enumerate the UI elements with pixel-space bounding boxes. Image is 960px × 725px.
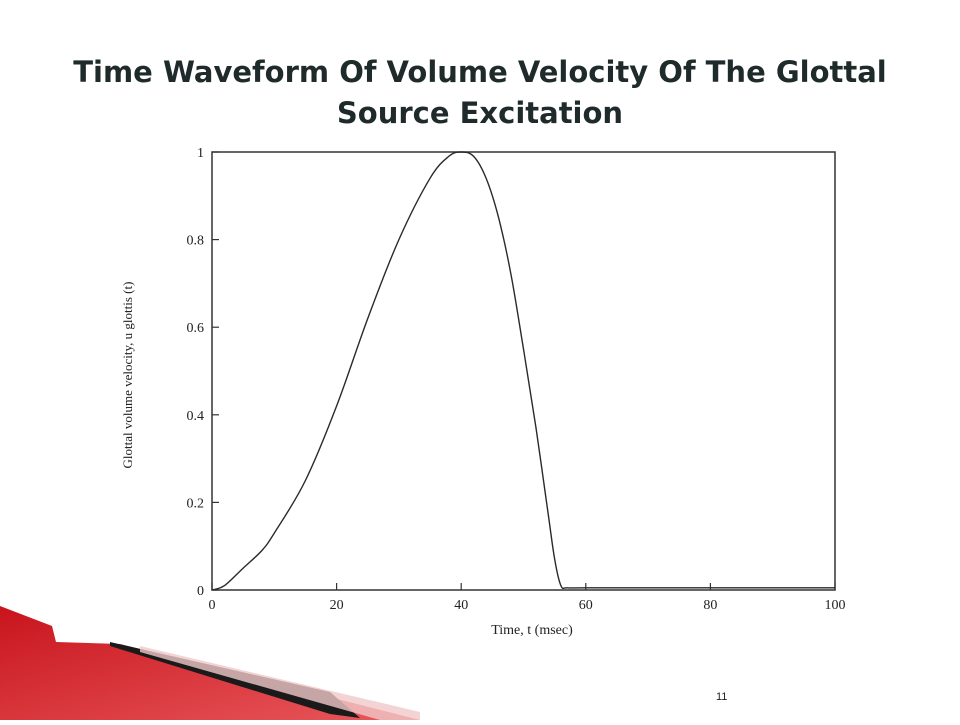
y-tick-label: 1 [197,146,204,161]
y-tick-label: 0.8 [187,234,205,249]
slide-title-line-2: Source Excitation [336,96,624,130]
x-tick-label: 40 [454,598,468,613]
y-axis-label: Glottal volume velocity, u glottis (t) [120,282,135,469]
x-tick-label: 80 [703,598,717,613]
slide-title-line-1: Time Waveform Of Volume Velocity Of The … [73,55,887,89]
x-tick-label: 100 [825,598,846,613]
plot-frame [211,151,836,591]
x-axis-label: Time, t (msec) [491,623,573,638]
y-tick-label: 0.2 [187,496,205,511]
page-number: 11 [716,691,728,703]
y-tick-label: 0.4 [187,409,205,424]
x-tick-label: 60 [579,598,593,613]
x-tick-label: 0 [209,598,216,613]
ribbon-light-stripe [140,646,420,720]
slide-title: Time Waveform Of Volume Velocity Of The … [0,52,960,134]
slide-corner-ribbon [0,606,420,720]
ribbon-red-shape [0,606,420,720]
y-tick-label: 0.6 [187,321,205,336]
y-tick-label: 0 [197,584,204,599]
glottal-waveform-line [211,151,835,591]
x-tick-label: 20 [330,598,344,613]
